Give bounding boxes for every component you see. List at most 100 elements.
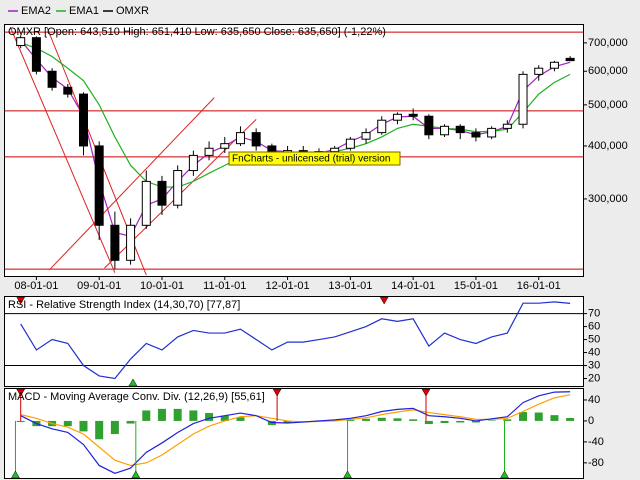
signal-marker bbox=[11, 470, 20, 479]
signal-marker bbox=[421, 388, 431, 397]
signal-marker bbox=[16, 296, 26, 305]
candle-body bbox=[487, 127, 497, 138]
candle-body bbox=[235, 132, 245, 145]
macd-title: MACD - Moving Average Conv. Div. (12,26,… bbox=[8, 391, 265, 403]
y-tick-label: 600,000 bbox=[588, 65, 628, 77]
histogram-bar bbox=[16, 420, 25, 422]
histogram-bar bbox=[519, 412, 528, 421]
histogram-bar bbox=[346, 419, 355, 421]
histogram-bar bbox=[440, 420, 449, 424]
y-tick-label: 50 bbox=[588, 333, 600, 345]
histogram-bar bbox=[487, 420, 496, 421]
histogram-bar bbox=[79, 420, 88, 432]
histogram-bar bbox=[220, 415, 229, 421]
signal-marker bbox=[16, 388, 26, 397]
candle-body bbox=[16, 37, 26, 47]
candle-body bbox=[251, 132, 261, 147]
x-tick-label: 10-01-01 bbox=[140, 280, 184, 292]
candle-body bbox=[330, 147, 340, 153]
histogram-bar bbox=[550, 415, 559, 421]
plot-layer: 300,000 400,000 500,000 600,000 700,000 08-01… bbox=[5, 26, 628, 479]
signal-marker bbox=[131, 470, 141, 479]
y-tick-label: -40 bbox=[588, 436, 604, 448]
x-tick-label: 09-01-01 bbox=[77, 280, 121, 292]
y-tick-label: 700,000 bbox=[588, 37, 628, 49]
histogram-bar bbox=[236, 417, 245, 421]
candle-body bbox=[377, 119, 387, 134]
signal-marker bbox=[128, 378, 138, 387]
signal-marker bbox=[379, 296, 389, 305]
histogram-bar bbox=[173, 408, 182, 421]
histogram-bar bbox=[110, 420, 119, 435]
histogram-bar bbox=[503, 419, 512, 421]
candle-body bbox=[518, 73, 528, 125]
candle-body bbox=[126, 224, 136, 261]
histogram-bar bbox=[566, 417, 575, 421]
series-line bbox=[20, 301, 571, 380]
series-line bbox=[20, 391, 571, 474]
histogram-bar bbox=[393, 418, 402, 421]
y-tick-label: 20 bbox=[588, 372, 600, 384]
candle-body bbox=[141, 180, 151, 226]
y-tick-label: 0 bbox=[588, 415, 594, 427]
trend-line bbox=[9, 26, 116, 273]
candle-body bbox=[440, 125, 450, 136]
x-tick-label: 08-01-01 bbox=[14, 280, 58, 292]
signal-marker bbox=[343, 470, 352, 479]
histogram-bar bbox=[63, 420, 72, 427]
rsi-panel bbox=[4, 296, 584, 387]
x-tick-label: 16-01-01 bbox=[517, 280, 561, 292]
candle-body bbox=[204, 147, 214, 156]
candle-body bbox=[361, 132, 371, 140]
candle-body bbox=[565, 57, 575, 62]
candle-body bbox=[188, 154, 198, 172]
legend-label: EMA2 bbox=[21, 5, 51, 17]
candle-body bbox=[31, 37, 41, 72]
x-tick-label: 13-01-01 bbox=[328, 280, 372, 292]
candle-body bbox=[94, 145, 104, 226]
y-tick-label: 70 bbox=[588, 307, 600, 319]
watermark: FnCharts - unlicensed (trial) version bbox=[228, 151, 401, 166]
y-tick-label: 60 bbox=[588, 320, 600, 332]
x-tick-label: 12-01-01 bbox=[266, 280, 310, 292]
y-tick-label: 400,000 bbox=[588, 140, 628, 152]
histogram-bar bbox=[456, 420, 465, 423]
watermark-box bbox=[228, 151, 401, 166]
signal-marker bbox=[500, 470, 509, 479]
legend-label: EMA1 bbox=[69, 5, 99, 17]
candle-body bbox=[534, 67, 544, 75]
candle-body bbox=[173, 170, 183, 206]
histogram-bar bbox=[126, 420, 135, 424]
candle-body bbox=[502, 123, 512, 129]
rsi-title: RSI - Relative Strength Index (14,30,70)… bbox=[8, 299, 240, 311]
candle-body bbox=[424, 115, 434, 136]
histogram-bar bbox=[534, 412, 543, 421]
histogram-bar bbox=[424, 420, 433, 425]
legend-label: OMXR bbox=[116, 5, 149, 17]
trend-line bbox=[48, 97, 215, 271]
candle-body bbox=[63, 86, 73, 95]
candle-body bbox=[345, 138, 355, 149]
price-title: OMXR [Open: 643,510 High: 651,410 Low: 6… bbox=[8, 26, 386, 38]
signal-marker bbox=[272, 388, 282, 397]
y-tick-label: 30 bbox=[588, 359, 600, 371]
y-tick-label: -80 bbox=[588, 457, 604, 469]
histogram-bar bbox=[157, 408, 166, 421]
candle-body bbox=[110, 224, 120, 261]
histogram-bar bbox=[377, 417, 386, 421]
x-tick-label: 14-01-01 bbox=[391, 280, 435, 292]
x-tick-label: 15-01-01 bbox=[454, 280, 498, 292]
candle-body bbox=[455, 125, 465, 134]
candle-body bbox=[392, 113, 402, 121]
candle-body bbox=[78, 93, 88, 147]
series-line bbox=[20, 394, 571, 467]
candle-body bbox=[471, 132, 481, 138]
legend: EMA2 EMA1 OMXR bbox=[8, 5, 149, 17]
histogram-bar bbox=[471, 420, 480, 423]
watermark-text: FnCharts - unlicensed (trial) version bbox=[232, 154, 390, 165]
y-tick-label: 40 bbox=[588, 394, 600, 406]
histogram-bar bbox=[409, 419, 418, 421]
candle-body bbox=[157, 180, 167, 206]
